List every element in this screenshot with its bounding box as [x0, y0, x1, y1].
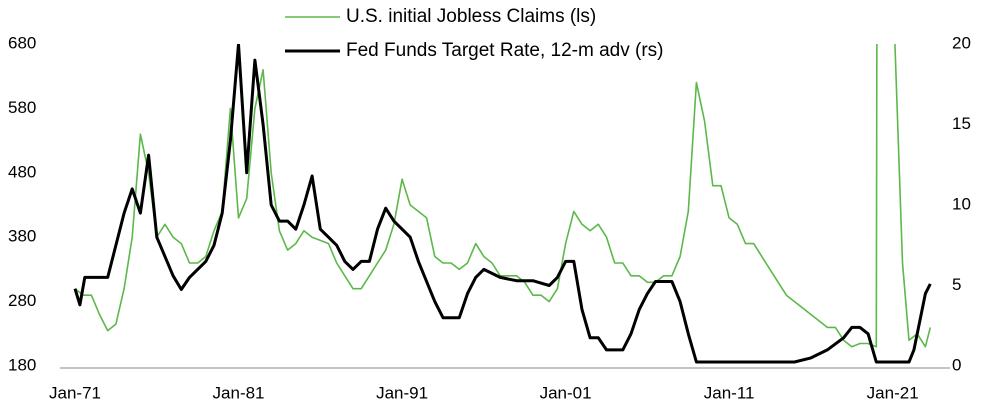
y2-tick-label: 5 [952, 275, 961, 294]
y2-tick-label: 20 [952, 33, 971, 52]
y-tick-label: 180 [8, 355, 36, 374]
y-tick-label: 280 [8, 291, 36, 310]
plot-area [73, 44, 932, 364]
x-tick-label: Jan-21 [867, 383, 919, 402]
x-tick-label: Jan-01 [540, 383, 592, 402]
legend-label: Fed Funds Target Rate, 12-m adv (rs) [346, 40, 664, 61]
x-tick-label: Jan-11 [704, 383, 755, 402]
y2-tick-label: 15 [952, 114, 971, 133]
y-tick-label: 380 [8, 227, 36, 246]
y-tick-label: 580 [8, 98, 36, 117]
y2-tick-label: 10 [952, 194, 971, 213]
y-tick-label: 480 [8, 162, 36, 181]
y-tick-label: 680 [8, 33, 36, 52]
legend-label: U.S. initial Jobless Claims (ls) [346, 6, 596, 27]
x-tick-label: Jan-81 [213, 383, 265, 402]
x-tick-label: Jan-91 [376, 383, 428, 402]
series-line [73, 44, 932, 364]
x-tick-label: Jan-71 [49, 383, 101, 402]
y2-tick-label: 0 [952, 355, 961, 374]
